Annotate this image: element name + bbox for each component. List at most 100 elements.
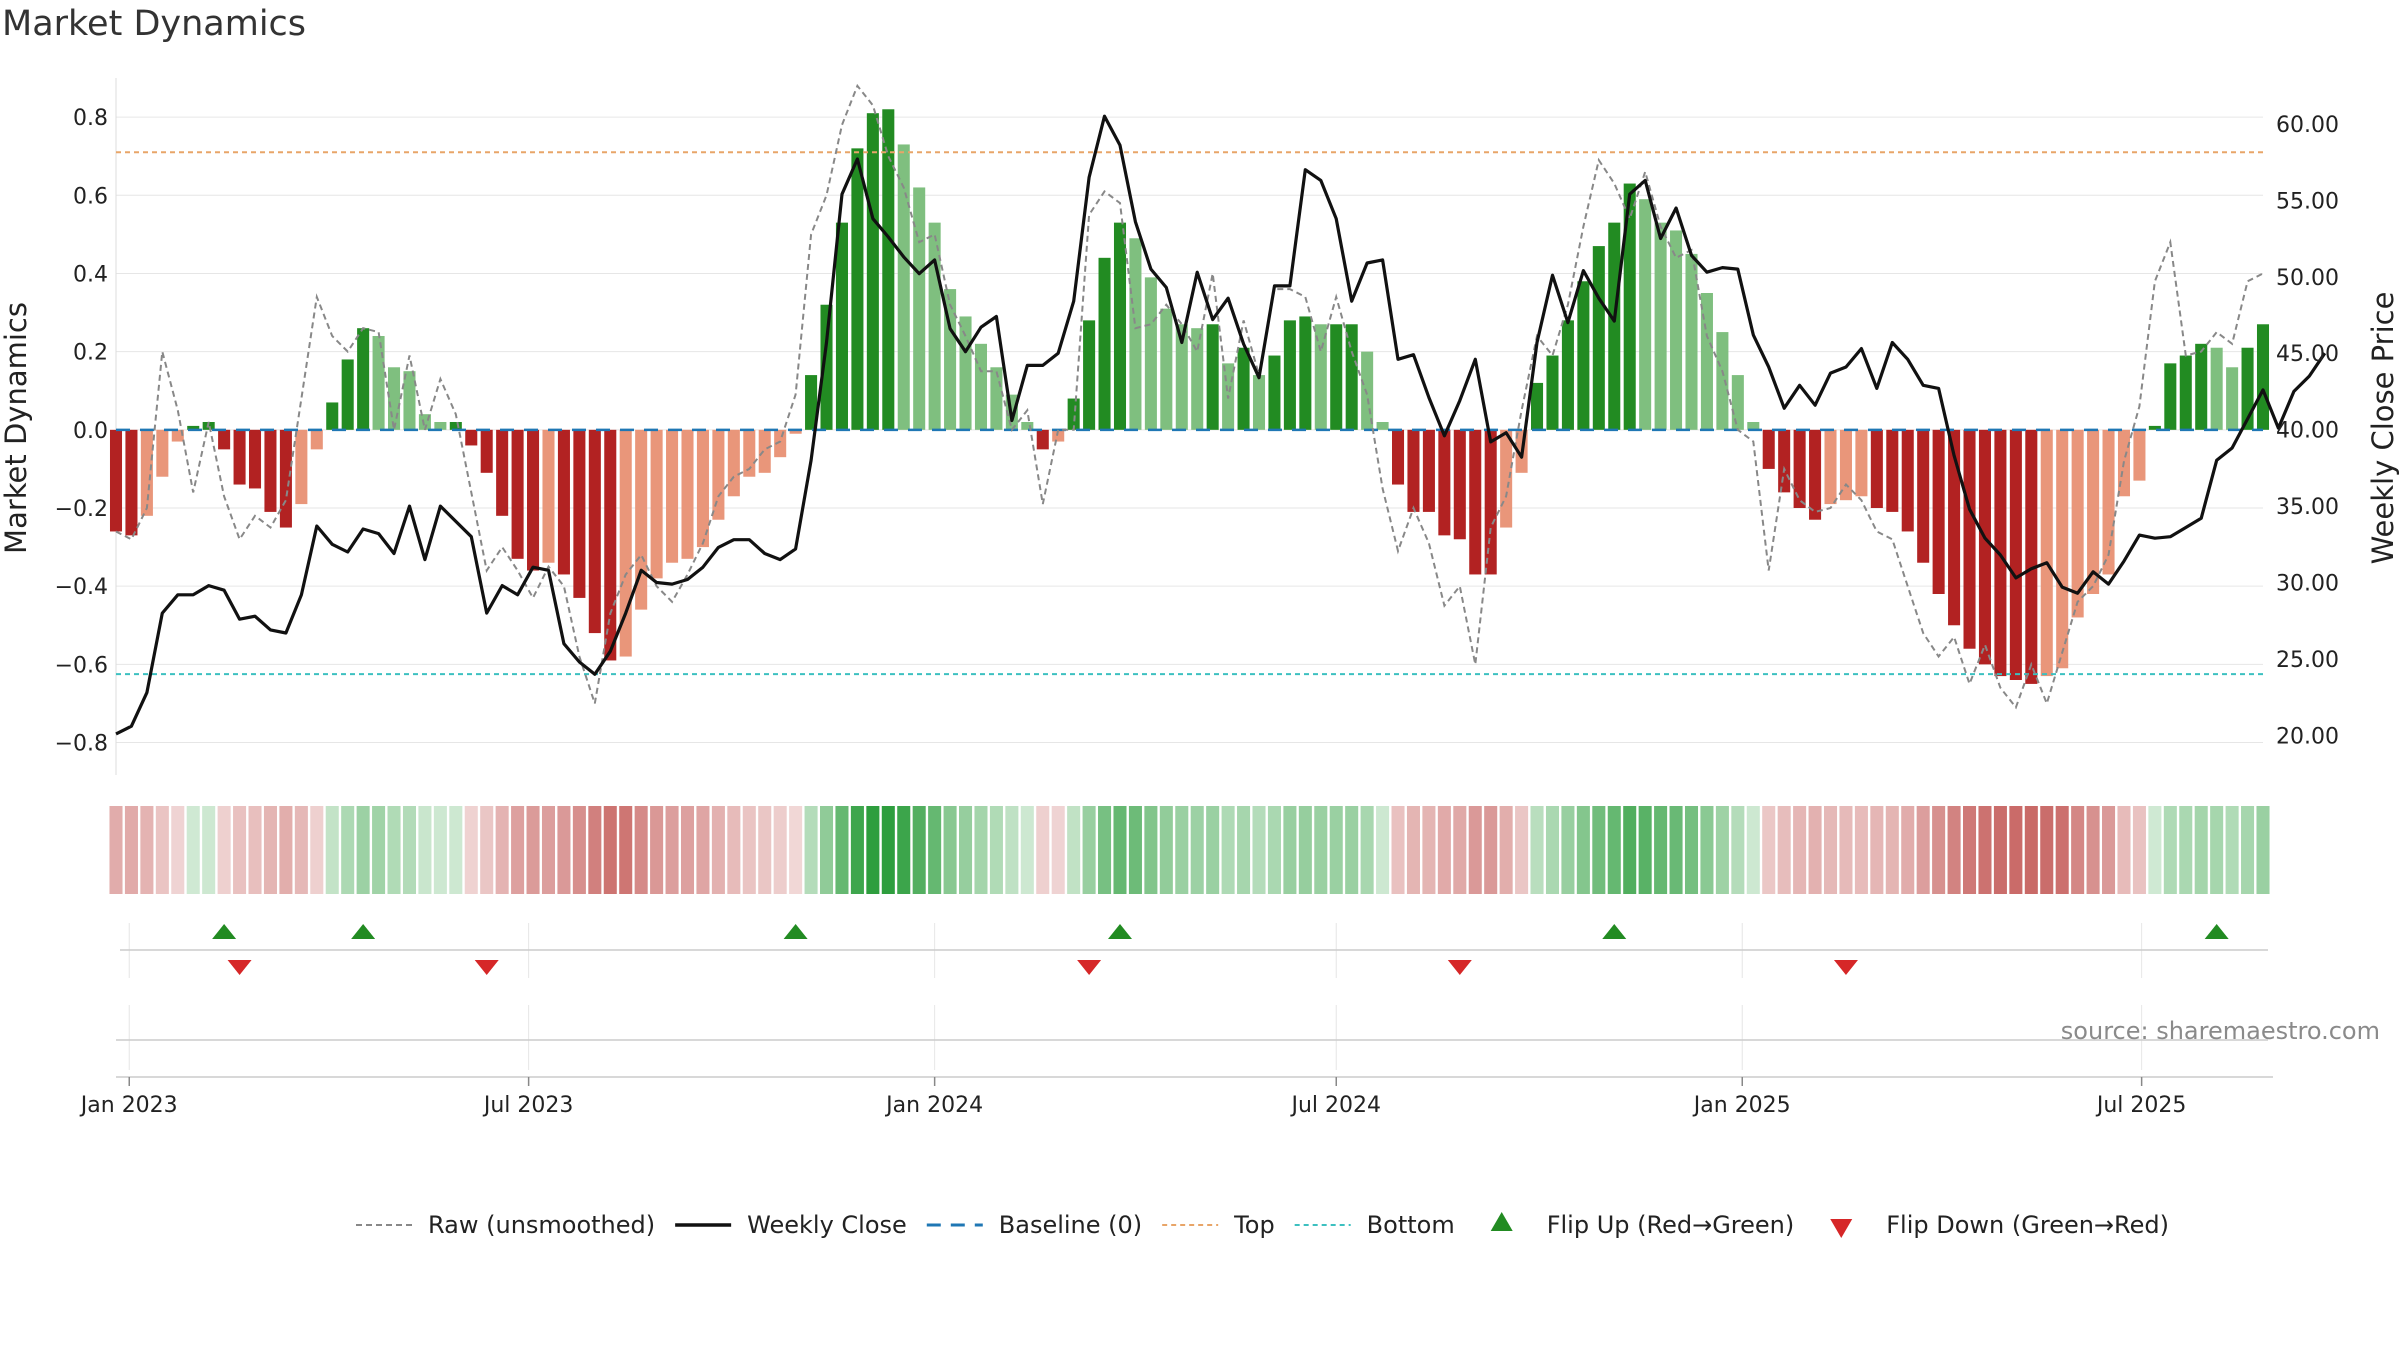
heat-cell [171,806,185,894]
dynamics-bar [1330,324,1343,430]
dynamics-bar [1978,429,1991,665]
heat-cell [124,806,138,894]
dynamics-bar [2164,363,2177,430]
dynamics-bar [990,367,1003,430]
dynamics-bar [758,429,771,473]
heat-cell [109,806,123,894]
dynamics-bar [1407,429,1420,512]
heat-cell [1746,806,1760,894]
dynamics-bar [1067,398,1080,430]
source-note: source: sharemaestro.com [2061,1017,2380,1045]
heat-cell [1592,806,1606,894]
dynamics-bar [2241,347,2254,430]
dynamics-bar [388,367,401,430]
heat-cell [1916,806,1930,894]
x-tick-label: Jan 2025 [1692,1093,1791,1118]
heat-cell [433,806,447,894]
heat-cell [773,806,787,894]
heat-cell [758,806,772,894]
heat-cell [603,806,617,894]
heat-cell [1422,806,1436,894]
flip-up-icon [1107,924,1132,939]
dynamics-bar [1654,222,1667,430]
dynamics-bar [1283,320,1296,430]
heat-cell [155,806,169,894]
heat-cell [2225,806,2239,894]
heat-cell [696,806,710,894]
heat-cell [1267,806,1281,894]
dynamics-bar [1083,320,1096,430]
reference-lines [116,151,2263,676]
legend-label: Flip Up (Red→Green) [1547,1211,1795,1239]
heat-cell [1036,806,1050,894]
dynamics-bar [2133,429,2146,481]
dynamics-bar [264,429,277,512]
dynamics-bar [125,429,138,536]
heat-cell [372,806,386,894]
y2-tick-label: 30.00 [2276,572,2339,597]
legend-item: Flip Up (Red→Green) [1490,1211,1795,1239]
dynamics-bar [1778,429,1791,493]
legend-item: Baseline (0) [926,1211,1142,1239]
y-tick-label: −0.4 [55,575,108,600]
heat-cell [912,806,926,894]
dynamics-bar [1113,222,1127,430]
dynamics-bar [1036,429,1049,450]
dynamics-bar [187,425,200,430]
dynamics-bar [1824,429,1837,505]
dynamics-bar [743,429,756,477]
legend-label: Weekly Close [747,1211,907,1239]
heat-cell [1654,806,1668,894]
heat-cell [588,806,602,894]
legend-item: Top [1162,1211,1275,1239]
dynamics-bar [666,429,679,563]
dynamics-bar [2025,429,2038,684]
dynamics-bar [557,429,570,575]
dynamics-bar [789,429,802,434]
raw-series-line [115,83,2264,710]
dynamics-bar [357,328,370,430]
dynamics-bar [1314,324,1327,430]
dynamics-bar [1855,429,1868,497]
heat-cell [711,806,725,894]
heat-cell [1978,806,1992,894]
heat-cell [2241,806,2255,894]
heat-cell [2102,806,2116,894]
dynamics-bar [835,222,848,430]
heat-cell [356,806,370,894]
heat-cell [449,806,463,894]
heat-cell [1221,806,1235,894]
heat-cell [557,806,571,894]
dynamics-bar [434,422,447,430]
heat-cell [2210,806,2224,894]
legend: Raw (unsmoothed) Weekly Close Baseline (0)… [356,1211,2169,1239]
heat-cell [572,806,586,894]
flip-up-icon [2204,924,2229,939]
dynamics-bar [1021,422,1034,430]
dynamics-bar [2087,429,2100,594]
weekly-close-line [115,114,2327,736]
heat-cell [294,806,308,894]
dynamics-bar [1361,351,1374,430]
heat-cell [1468,806,1482,894]
dynamics-bar [928,222,941,430]
dynamics-bar [449,422,462,430]
right-axis-label: Weekly Close Price [2366,292,2400,565]
dynamics-bar [1144,277,1157,430]
legend-label: Top [1233,1211,1275,1239]
heat-strip [109,806,2270,894]
heat-cell [279,806,293,894]
flip-down-icon [1833,960,1858,975]
heat-cell [727,806,741,894]
heat-cell [2179,806,2193,894]
heat-cell [1376,806,1390,894]
dynamics-bar [1531,382,1544,430]
dynamics-bar [897,144,910,430]
dynamics-bar [1500,429,1513,528]
heat-cell [1561,806,1575,894]
heat-cell [217,806,231,894]
y-tick-label: −0.2 [55,497,108,522]
heat-cell [943,806,957,894]
heat-cell [1329,806,1343,894]
heat-cell [619,806,633,894]
